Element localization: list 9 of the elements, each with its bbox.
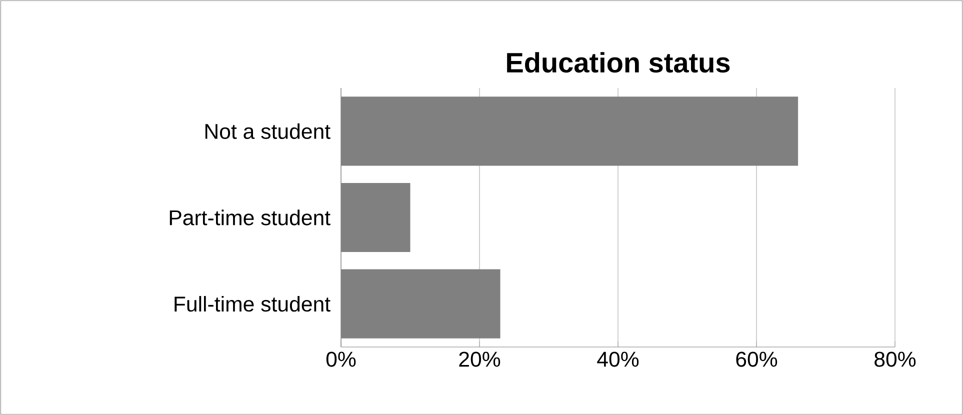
y-tick-label: Full-time student	[174, 296, 330, 312]
x-tick-label: 40%	[597, 352, 639, 367]
chart-title: Education status	[507, 52, 730, 73]
y-tick-label: Part-time student	[170, 210, 330, 226]
x-tick-label: 0%	[326, 352, 356, 367]
y-tick-label: Not a student	[205, 123, 330, 139]
x-tick-label: 80%	[874, 352, 916, 367]
x-tick-label: 20%	[459, 352, 500, 367]
x-tick-label: 60%	[736, 352, 778, 367]
